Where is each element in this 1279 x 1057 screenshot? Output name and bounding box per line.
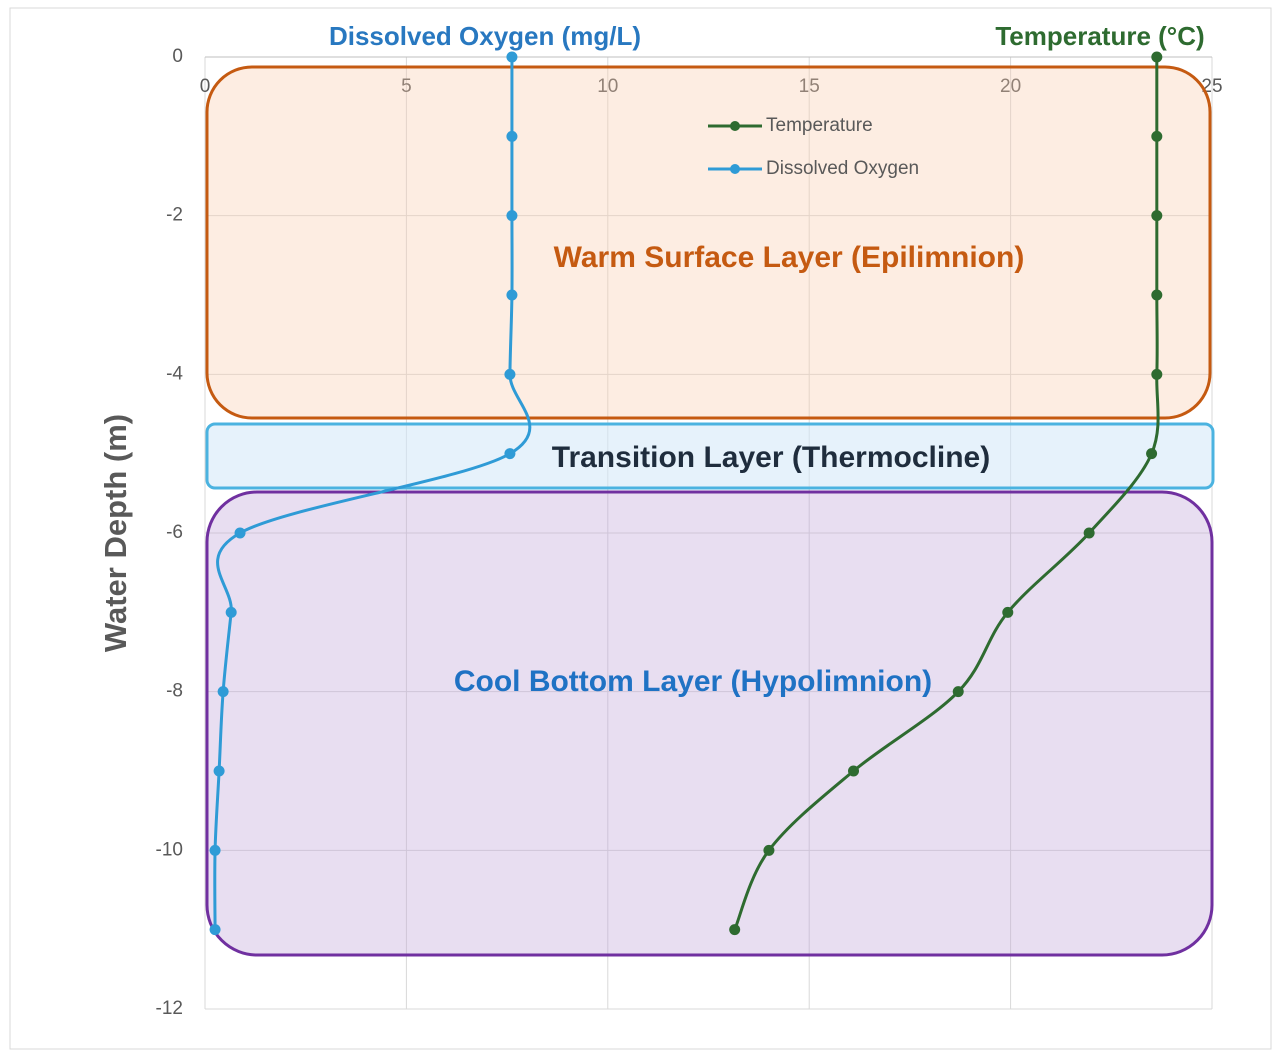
y-tick-label: -10 [156, 839, 183, 860]
y-tick-label: 0 [172, 46, 183, 67]
data-point [1151, 130, 1163, 142]
legend-marker [730, 164, 740, 174]
data-point [1151, 289, 1163, 301]
x-tick-label: 10 [597, 76, 618, 97]
x-tick-label: 0 [200, 76, 211, 97]
data-point [1151, 51, 1163, 63]
y-tick-label: -2 [166, 205, 183, 226]
legend-marker [730, 121, 740, 131]
data-point [504, 368, 516, 380]
legend-label: Dissolved Oxygen [766, 158, 919, 179]
data-point [506, 51, 518, 63]
x-tick-label: 15 [799, 76, 820, 97]
data-point [209, 924, 221, 936]
data-point [217, 686, 229, 698]
data-point [209, 844, 221, 856]
legend-label: Temperature [766, 115, 873, 136]
layer-label: Warm Surface Layer (Epilimnion) [554, 241, 1025, 274]
y-tick-label: -8 [166, 681, 183, 702]
x-axis-title-2: Temperature (°C) [995, 21, 1204, 51]
data-point [506, 289, 518, 301]
data-point [225, 606, 237, 618]
y-tick-label: -12 [156, 998, 183, 1019]
y-axis-title: Water Depth (m) [98, 414, 133, 652]
data-point [729, 924, 741, 936]
x-tick-label: 20 [1000, 76, 1021, 97]
data-point [504, 448, 516, 460]
y-tick-label: -4 [166, 363, 183, 384]
chart-border [9, 7, 1272, 1050]
layer-label: Cool Bottom Layer (Hypolimnion) [454, 665, 932, 698]
x-axis-title: Dissolved Oxygen (mg/L) [329, 21, 641, 51]
layer-box [205, 65, 1212, 420]
data-point [506, 210, 518, 222]
layer-box [205, 490, 1214, 957]
layer-label: Transition Layer (Thermocline) [552, 441, 990, 474]
data-point [234, 527, 246, 539]
data-point [848, 765, 860, 777]
data-point [506, 130, 518, 142]
y-tick-label: -6 [166, 522, 183, 543]
data-point [1151, 368, 1163, 380]
data-point [1151, 210, 1163, 222]
data-point [1083, 527, 1095, 539]
data-point [763, 844, 775, 856]
x-tick-label: 5 [401, 76, 412, 97]
data-point [952, 686, 964, 698]
data-point [1002, 606, 1014, 618]
data-point [1146, 448, 1158, 460]
data-point [213, 765, 225, 777]
